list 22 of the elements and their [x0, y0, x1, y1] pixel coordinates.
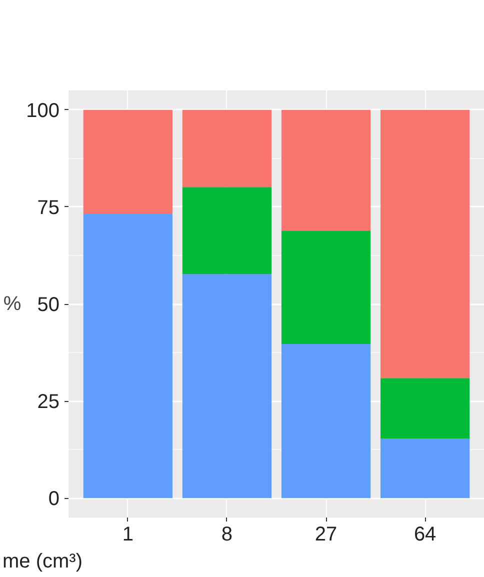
y-axis-title: %	[3, 293, 22, 315]
bar	[182, 274, 272, 498]
bar	[281, 230, 371, 344]
bar	[182, 187, 272, 274]
bar	[83, 110, 172, 214]
x-axis-title: me (cm³)	[2, 550, 82, 572]
bar	[380, 110, 470, 378]
x-tick-label: 8	[221, 524, 233, 546]
bar	[182, 110, 272, 188]
y-tick-label: 25	[37, 391, 60, 414]
bar	[380, 438, 470, 498]
bar	[380, 378, 470, 439]
x-tick-label: 64	[414, 524, 436, 546]
y-tick-label: 75	[37, 196, 60, 219]
bar	[83, 214, 172, 498]
y-tick-label: 100	[26, 100, 60, 122]
x-tick-label: 1	[122, 524, 134, 546]
bar	[281, 344, 371, 498]
y-tick-label: 0	[48, 488, 60, 510]
x-tick-label: 27	[314, 524, 338, 546]
bar	[281, 110, 371, 231]
y-tick-label: 50	[37, 294, 60, 316]
